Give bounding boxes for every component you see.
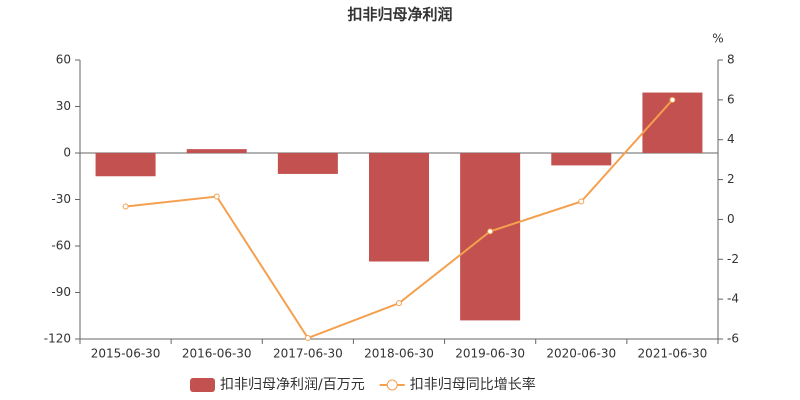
chart-title: 扣非归母净利润 [347, 6, 452, 24]
y2-tick-label: 0 [727, 212, 735, 226]
bar [186, 149, 247, 153]
line-point [487, 228, 494, 235]
legend-label: 扣非归母净利润/百万元 [220, 376, 365, 393]
bar [460, 153, 521, 321]
bar [551, 153, 612, 166]
y-tick-label: 0 [63, 146, 71, 160]
legend-swatch [190, 378, 215, 392]
line-point [578, 198, 585, 205]
y2-tick-label: -4 [727, 292, 739, 306]
legend-label: 扣非归母同比增长率 [410, 376, 536, 393]
line-point [213, 193, 220, 200]
y-tick-label: -120 [44, 332, 71, 346]
x-tick-label: 2019-06-30 [455, 347, 525, 361]
y-tick-label: -90 [51, 285, 71, 299]
x-tick-label: 2021-06-30 [638, 347, 708, 361]
x-tick-label: 2018-06-30 [364, 347, 434, 361]
y2-axis-label: % [712, 32, 723, 46]
x-tick-label: 2020-06-30 [546, 347, 616, 361]
line-point [669, 96, 676, 103]
line-point [396, 300, 402, 307]
y2-tick-label: 6 [727, 92, 735, 106]
y2-tick-label: -6 [727, 332, 739, 346]
y-tick-label: -30 [51, 192, 71, 206]
y-tick-label: 60 [56, 53, 71, 67]
y-tick-label: 30 [56, 99, 71, 113]
y2-tick-label: 4 [727, 132, 735, 146]
bar [369, 153, 429, 262]
y2-tick-label: 8 [727, 53, 735, 67]
y-tick-label: -60 [51, 239, 71, 253]
bar [277, 153, 338, 174]
line-point [122, 203, 129, 210]
x-tick-label: 2015-06-30 [91, 347, 161, 361]
bar [95, 153, 156, 177]
y2-tick-label: 2 [727, 172, 735, 186]
x-tick-label: 2016-06-30 [182, 347, 252, 361]
legend-swatch [386, 379, 398, 391]
x-tick-label: 2017-06-30 [273, 347, 343, 361]
line-point [304, 335, 311, 342]
y2-tick-label: -2 [727, 252, 739, 266]
